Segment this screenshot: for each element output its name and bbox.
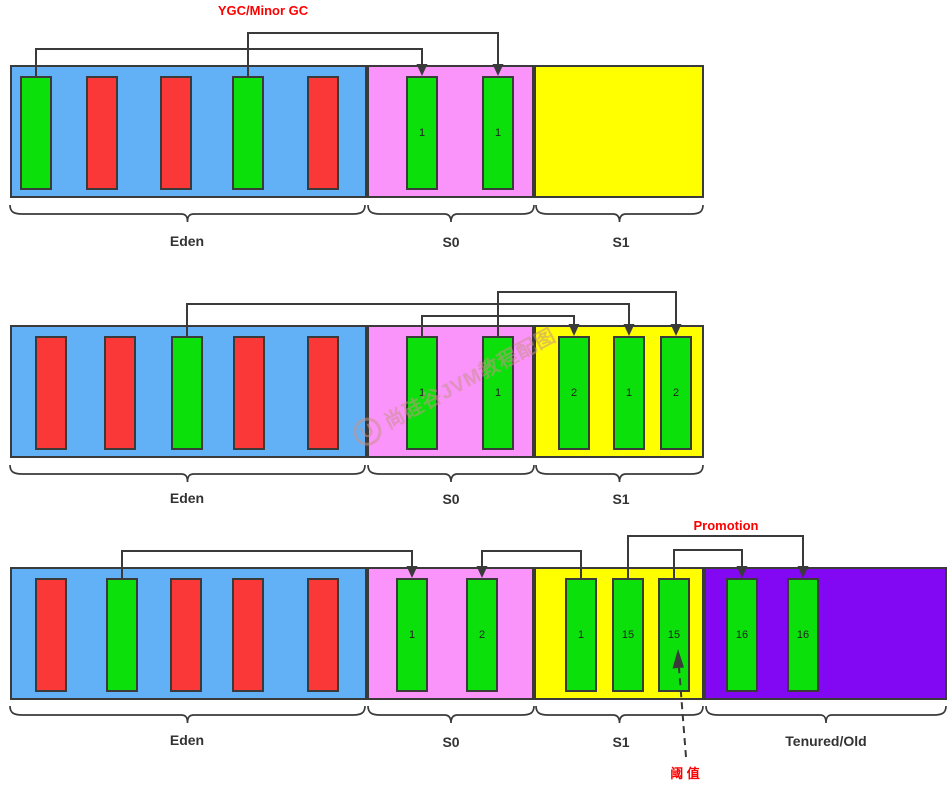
dead-object-bar: [307, 76, 339, 190]
object-age: 2: [672, 387, 680, 399]
object-age: 16: [735, 629, 749, 641]
live-object-bar: [232, 76, 264, 190]
eden-region-row1: [10, 65, 367, 198]
s0-region-row2: 1 1: [367, 325, 534, 458]
s1-region-row2: 2 1 2: [534, 325, 704, 458]
s1-label-row3: S1: [612, 734, 630, 750]
threshold-label: 阈 值: [670, 766, 700, 781]
braces-row2: [9, 464, 704, 483]
object-age: 1: [408, 629, 416, 641]
dead-object-bar: [35, 578, 67, 692]
tenured-region-row3: 16 16: [704, 567, 947, 700]
promotion-label: Promotion: [693, 518, 759, 533]
object-age: 15: [621, 629, 635, 641]
live-object-bar: 1: [396, 578, 428, 692]
object-age: 1: [418, 387, 426, 399]
live-object-bar: [171, 336, 203, 450]
s0-label-row2: S0: [442, 491, 460, 507]
live-object-bar: 2: [558, 336, 590, 450]
live-object-bar: 16: [726, 578, 758, 692]
dead-object-bar: [104, 336, 136, 450]
live-object-bar: 1: [406, 336, 438, 450]
live-object-bar: 16: [787, 578, 819, 692]
braces-row3: [9, 705, 947, 724]
ygc-minor-gc-label: YGC/Minor GC: [217, 3, 309, 18]
live-object-bar: [106, 578, 138, 692]
live-object-bar: 1: [565, 578, 597, 692]
live-object-bar: [20, 76, 52, 190]
object-age: 1: [494, 127, 502, 139]
s0-label-row3: S0: [442, 734, 460, 750]
live-object-bar: 15: [658, 578, 690, 692]
object-age: 1: [577, 629, 585, 641]
object-age: 1: [418, 127, 426, 139]
s1-region-row1: [534, 65, 704, 198]
s0-label-row1: S0: [442, 234, 460, 250]
dead-object-bar: [86, 76, 118, 190]
object-age: 2: [478, 629, 486, 641]
eden-region-row2: [10, 325, 367, 458]
braces-row1: [9, 204, 704, 223]
live-object-bar: 2: [466, 578, 498, 692]
dead-object-bar: [232, 578, 264, 692]
dead-object-bar: [307, 336, 339, 450]
live-object-bar: 1: [482, 336, 514, 450]
dead-object-bar: [170, 578, 202, 692]
eden-label-row1: Eden: [169, 233, 205, 249]
live-object-bar: 1: [406, 76, 438, 190]
eden-region-row3: [10, 567, 367, 700]
dead-object-bar: [233, 336, 265, 450]
object-age: 1: [625, 387, 633, 399]
live-object-bar: 2: [660, 336, 692, 450]
eden-label-row3: Eden: [169, 732, 205, 748]
live-object-bar: 15: [612, 578, 644, 692]
eden-label-row2: Eden: [169, 490, 205, 506]
s1-label-row2: S1: [612, 491, 630, 507]
object-age: 1: [494, 387, 502, 399]
object-age: 16: [796, 629, 810, 641]
s1-label-row1: S1: [612, 234, 630, 250]
live-object-bar: 1: [482, 76, 514, 190]
s1-region-row3: 1 15 15: [534, 567, 704, 700]
tenured-label-row3: Tenured/Old: [785, 733, 867, 749]
dead-object-bar: [160, 76, 192, 190]
s0-region-row3: 1 2: [367, 567, 534, 700]
dead-object-bar: [35, 336, 67, 450]
dead-object-bar: [307, 578, 339, 692]
object-age: 15: [667, 629, 681, 641]
live-object-bar: 1: [613, 336, 645, 450]
s0-region-row1: 1 1: [367, 65, 534, 198]
object-age: 2: [570, 387, 578, 399]
